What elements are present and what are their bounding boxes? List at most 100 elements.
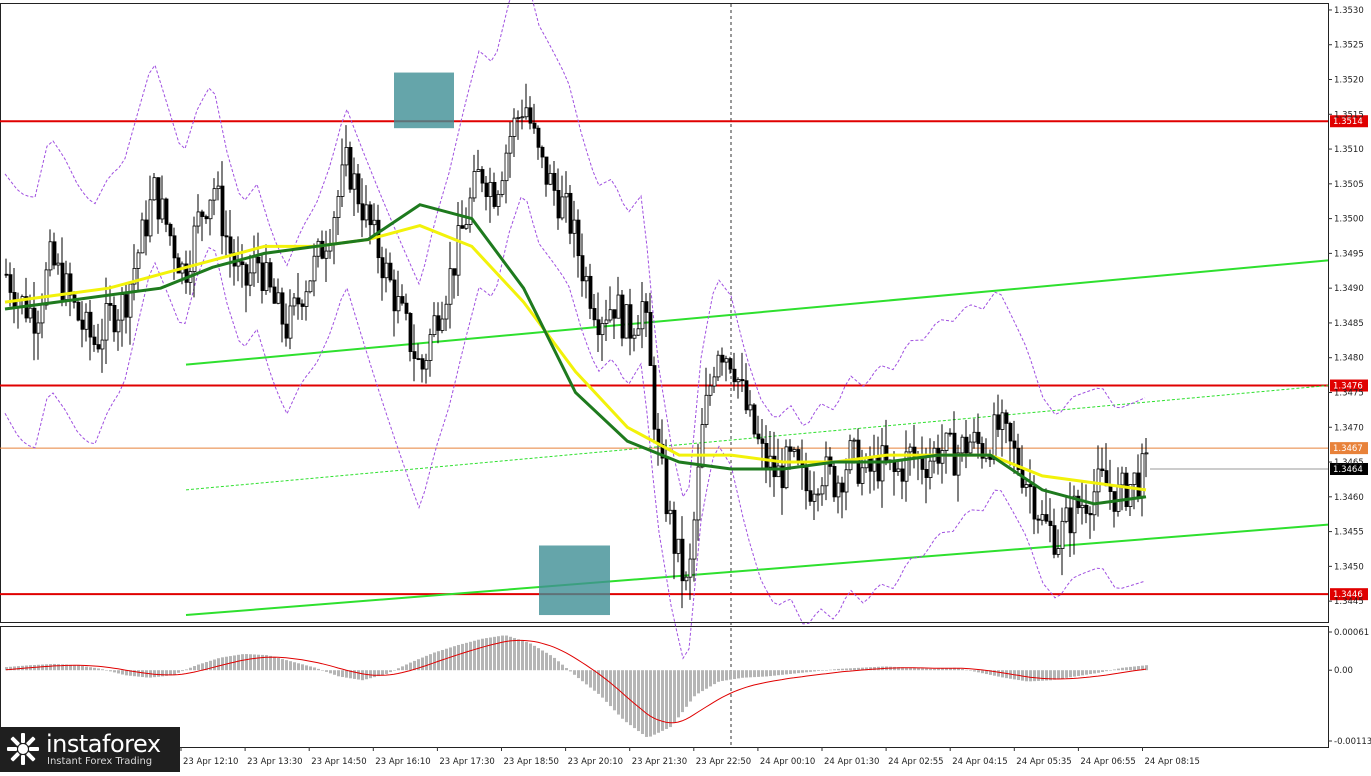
candle-body xyxy=(896,468,901,472)
oscillator-bar xyxy=(197,664,200,671)
candle-body xyxy=(516,117,521,119)
oscillator-bar xyxy=(861,667,864,671)
oscillator-bar xyxy=(905,667,908,671)
oscillator-bar xyxy=(449,647,452,671)
oscillator-bar xyxy=(233,655,236,671)
candle-body xyxy=(92,336,97,345)
channel-middle-line xyxy=(185,385,1329,491)
candle-body xyxy=(1032,486,1037,520)
candle-body xyxy=(688,558,693,578)
candle-body xyxy=(716,354,721,378)
x-tick-label: 24 Apr 06:55 xyxy=(1080,757,1135,767)
candle-body xyxy=(980,443,985,459)
oscillator-bar xyxy=(753,670,756,678)
oscillator-bar xyxy=(797,670,800,674)
x-tick-label: 24 Apr 08:15 xyxy=(1145,757,1200,767)
oscillator-bar xyxy=(209,660,212,671)
oscillator-bar xyxy=(969,670,972,671)
candle-body xyxy=(436,315,441,331)
candle-body xyxy=(976,431,981,444)
candle-body xyxy=(448,268,453,305)
oscillator-bar xyxy=(1137,666,1140,671)
oscillator-bar xyxy=(893,666,896,671)
candle-body xyxy=(528,107,533,124)
oscillator-bar xyxy=(501,635,504,671)
oscillator-bar xyxy=(781,670,784,675)
oscillator-bar xyxy=(45,664,48,671)
candle-body xyxy=(804,467,809,492)
candle-body xyxy=(148,199,153,237)
candle-body xyxy=(592,308,597,321)
oscillator-bar xyxy=(565,668,568,671)
candle-body xyxy=(404,302,409,314)
candle-body xyxy=(100,339,105,350)
oscillator-bar xyxy=(373,670,376,678)
candle-body xyxy=(580,255,585,282)
candle-body xyxy=(504,152,509,182)
candle-body xyxy=(364,204,369,221)
oscillator-bar xyxy=(829,669,832,671)
x-tick-label: 24 Apr 01:30 xyxy=(824,757,879,767)
candle-body xyxy=(772,455,777,478)
oscillator-bar xyxy=(709,670,712,687)
oscillator-bar xyxy=(1113,669,1116,671)
candle-body xyxy=(492,181,497,207)
candle-body xyxy=(140,219,145,254)
candle-body xyxy=(764,443,769,468)
candle-body xyxy=(1084,504,1089,514)
candle-body xyxy=(812,493,817,502)
candle-body xyxy=(412,351,417,359)
oscillator-bar xyxy=(641,670,644,734)
candle-body xyxy=(132,267,137,285)
y-tick-label: 1.3455 xyxy=(1334,528,1364,538)
candle-body xyxy=(944,432,949,451)
oscillator-bar xyxy=(541,650,544,671)
oscillator-bar xyxy=(561,664,564,671)
oscillator-bar xyxy=(397,668,400,671)
oscillator-bar xyxy=(477,639,480,671)
oscillator-bar xyxy=(457,644,460,671)
candle-body xyxy=(408,313,413,352)
candle-body xyxy=(40,304,45,324)
candle-body xyxy=(360,203,365,221)
oscillator-bar xyxy=(553,657,556,671)
candle-body xyxy=(368,204,373,226)
candle-body xyxy=(1056,548,1061,555)
oscillator-bar xyxy=(189,667,192,671)
y-tick-label: 1.3525 xyxy=(1334,41,1364,51)
oscillator-bar xyxy=(433,652,436,671)
oscillator-bar xyxy=(529,643,532,671)
candle-body xyxy=(684,576,689,582)
oscillator-bar xyxy=(965,669,968,671)
candle-body xyxy=(972,431,977,443)
oscillator-bar xyxy=(101,669,104,671)
oscillator-bar xyxy=(833,669,836,671)
candle-body xyxy=(456,225,461,276)
oscillator-bar xyxy=(917,668,920,671)
oscillator-bar xyxy=(557,661,560,671)
oscillator-bar xyxy=(185,669,188,671)
candle-body xyxy=(484,182,489,198)
candle-body xyxy=(136,252,141,269)
candle-body xyxy=(676,538,681,554)
oscillator-bar xyxy=(109,670,112,672)
candle-body xyxy=(628,304,633,339)
oscillator-bar xyxy=(489,637,492,671)
oscillator-bar xyxy=(177,670,180,673)
signal-marker-box xyxy=(539,545,610,616)
oscillator-bar xyxy=(405,664,408,671)
oscillator-bar xyxy=(129,670,132,676)
oscillator-bar xyxy=(517,639,520,671)
candle-body xyxy=(840,482,845,493)
oscillator-bar xyxy=(53,663,56,671)
oscillator-bar xyxy=(1129,666,1132,671)
candle-body xyxy=(604,319,609,324)
oscillator-bar xyxy=(469,641,472,671)
candle-body xyxy=(1116,484,1121,512)
candle-body xyxy=(256,256,261,264)
candle-body xyxy=(320,240,325,259)
oscillator-bar xyxy=(809,670,812,672)
candle-body xyxy=(664,457,669,515)
moving-average-green xyxy=(4,203,1147,506)
oscillator-bar xyxy=(133,670,136,677)
